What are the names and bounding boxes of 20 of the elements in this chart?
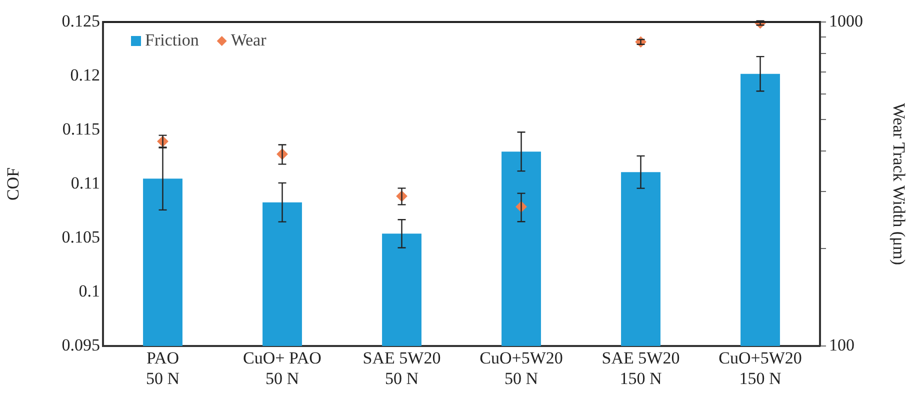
x-tick-label: CuO+5W20 50 N: [480, 348, 563, 388]
y-tick-label: 0.1: [78, 281, 100, 300]
x-tick-label: SAE 5W20 50 N: [362, 348, 441, 388]
x-tick-label: PAO 50 N: [146, 348, 180, 388]
point: [635, 36, 646, 48]
x-tick-label: SAE 5W20 150 N: [602, 348, 680, 388]
legend-label: Wear: [230, 30, 267, 50]
y-tick-label: 0.11: [70, 173, 100, 192]
y-tick-label: 0.12: [70, 65, 100, 84]
x-tick-label: CuO+5W20 150 N: [718, 348, 802, 388]
y2-tick-label: 1000: [829, 11, 863, 30]
y-tick-label: 0.105: [62, 227, 100, 246]
legend-label: Friction: [145, 30, 200, 50]
y-tick-label: 0.095: [62, 335, 100, 354]
y2-tick-label: 100: [829, 335, 854, 354]
x-tick-label: CuO+ PAO 50 N: [243, 348, 322, 388]
y-tick-label: 0.125: [62, 11, 100, 30]
y-axis-title: COF: [4, 167, 23, 201]
y2-axis-title: Wear Track Width (μm): [889, 102, 908, 266]
y-tick-label: 0.115: [62, 119, 100, 138]
